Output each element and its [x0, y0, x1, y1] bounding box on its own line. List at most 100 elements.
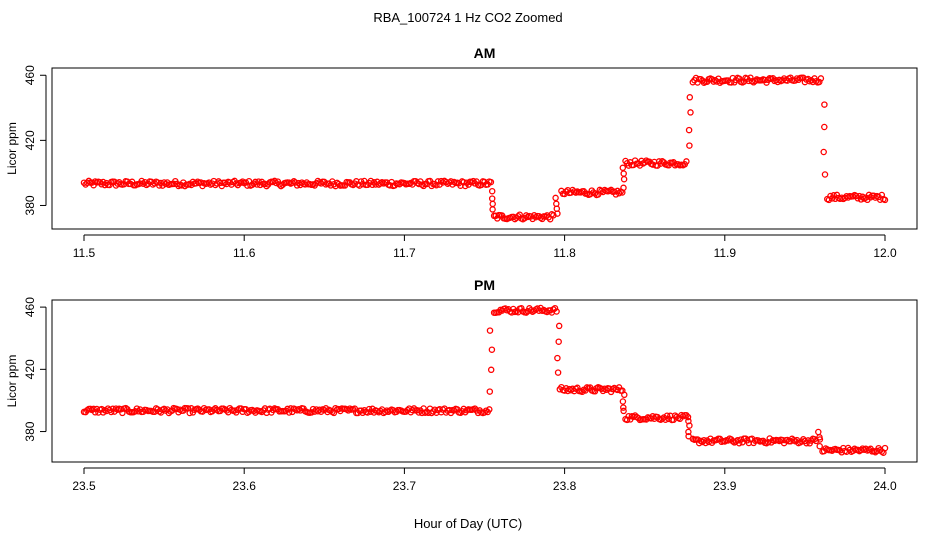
y-tick-label: 460	[23, 297, 37, 317]
data-point	[364, 409, 371, 416]
data-point	[242, 179, 250, 186]
data-point	[623, 416, 631, 424]
data-point	[90, 405, 97, 413]
data-point	[433, 181, 440, 189]
transition-point	[620, 404, 627, 411]
x-tick-label: 24.0	[873, 479, 897, 493]
transition-point	[686, 142, 693, 149]
transition-point	[821, 171, 829, 178]
data-point	[615, 189, 623, 197]
data-point	[615, 384, 623, 391]
data-point	[553, 308, 560, 315]
data-point	[881, 196, 889, 204]
transition-point	[620, 184, 627, 192]
transition-point	[486, 327, 494, 334]
data-point	[816, 78, 823, 86]
data-point	[825, 196, 833, 204]
figure-xlabel: Hour of Day (UTC)	[414, 516, 522, 531]
data-point	[710, 78, 717, 85]
plot-frame	[51, 299, 918, 463]
data-point	[591, 190, 599, 197]
data-point	[272, 179, 280, 187]
data-point	[574, 384, 581, 392]
transition-point	[619, 398, 627, 405]
data-point	[694, 436, 701, 443]
transition-point	[553, 200, 560, 208]
transition-point	[554, 369, 562, 376]
transition-point	[816, 442, 823, 450]
x-tick-label: 11.7	[393, 246, 416, 260]
transition-point	[816, 436, 824, 443]
transition-point	[685, 432, 692, 440]
data-point	[255, 178, 262, 185]
y-tick-label: 460	[23, 65, 37, 85]
panel-pm: PM Licor ppm 23.5 23.6 23.7 23.8 23.9 24.0 380 42…	[5, 277, 918, 493]
transition-point	[488, 346, 496, 353]
data-point	[263, 182, 270, 190]
data-point	[856, 192, 863, 200]
data-point	[684, 413, 692, 421]
data-point	[529, 215, 536, 223]
x-tick-label: 11.9	[714, 246, 737, 260]
data-point	[417, 178, 424, 185]
data-point	[460, 178, 467, 186]
x-tick-label: 11.5	[73, 246, 96, 260]
data-point	[99, 178, 107, 186]
data-point	[502, 305, 509, 312]
data-point	[91, 409, 99, 416]
data-point	[284, 405, 291, 413]
data-point	[833, 191, 841, 199]
x-tick-label: 23.8	[553, 479, 577, 493]
transition-point	[815, 428, 822, 436]
data-point	[482, 407, 490, 414]
data-point	[159, 182, 166, 189]
data-point	[612, 191, 620, 198]
transition-point	[686, 422, 693, 429]
data-point	[486, 406, 493, 413]
transition-point	[488, 187, 496, 195]
transition-point	[555, 322, 563, 330]
data-point	[516, 211, 523, 218]
data-point	[239, 178, 246, 185]
data-points	[80, 74, 889, 223]
data-point	[747, 74, 754, 81]
transition-point	[821, 123, 828, 131]
data-point	[817, 75, 825, 82]
transition-point	[487, 366, 495, 374]
data-point	[473, 178, 480, 185]
x-tick-label: 11.6	[233, 246, 256, 260]
data-point	[735, 439, 743, 447]
transition-point	[685, 126, 693, 134]
figure-title: RBA_100724 1 Hz CO2 Zoomed	[373, 10, 562, 25]
data-point	[160, 405, 168, 413]
data-point	[367, 177, 375, 185]
transition-point	[488, 195, 496, 202]
data-point	[551, 304, 559, 312]
transition-point	[620, 175, 628, 183]
data-point	[881, 444, 889, 452]
data-point	[494, 215, 501, 222]
transition-point	[555, 338, 562, 345]
transition-point	[489, 206, 496, 213]
y-tick-label: 380	[23, 195, 37, 215]
data-point	[735, 75, 743, 82]
data-point	[518, 304, 525, 312]
transition-point	[552, 194, 559, 202]
data-point	[332, 404, 339, 412]
y-axis-label: Licor ppm	[5, 122, 19, 175]
data-point	[711, 76, 719, 84]
transition-point	[486, 388, 494, 395]
data-point	[462, 182, 469, 190]
data-point	[487, 178, 495, 186]
chart-panels: AM Licor ppm 11.5 11.6 11.7 11.8 11.9 12.0 380 42…	[5, 45, 918, 493]
transition-point	[687, 109, 694, 116]
transition-point	[821, 101, 828, 108]
data-point	[828, 195, 836, 202]
transition-point	[685, 428, 692, 436]
x-tick-label: 12.0	[873, 246, 897, 260]
panel-title: PM	[474, 277, 495, 293]
data-point	[85, 177, 93, 185]
x-tick-label: 23.9	[713, 479, 737, 493]
